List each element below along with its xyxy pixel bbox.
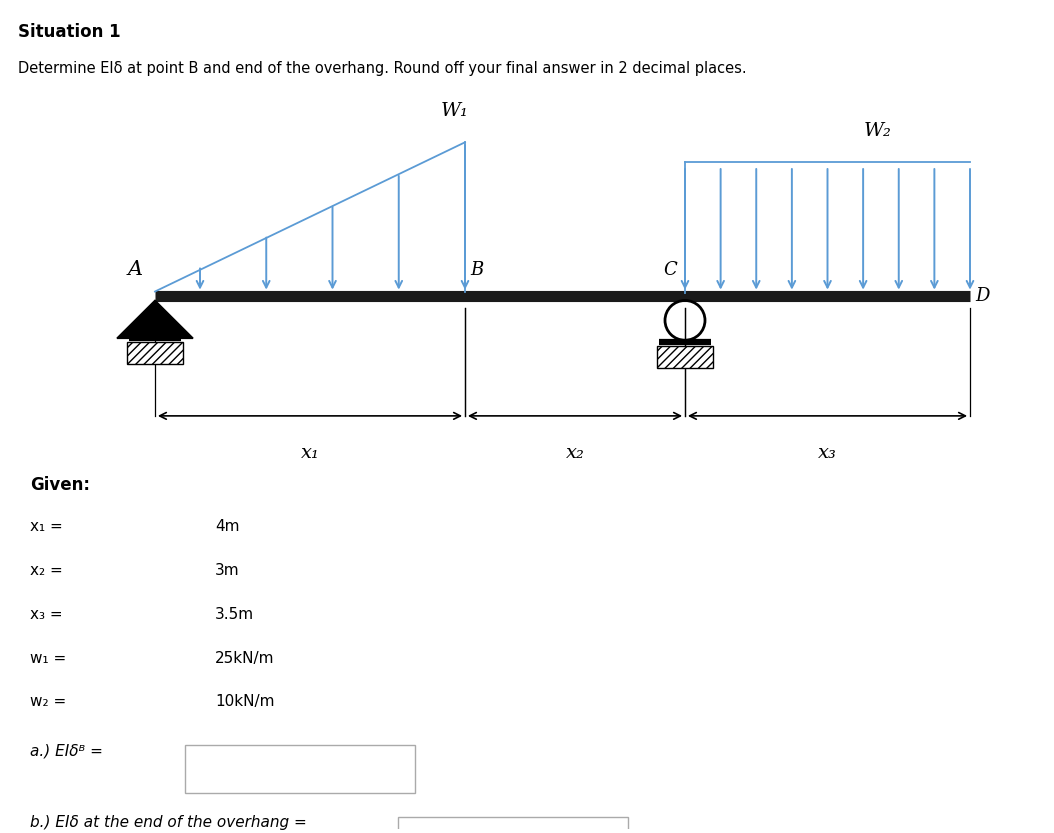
FancyBboxPatch shape xyxy=(186,746,415,793)
Text: x₃ =: x₃ = xyxy=(30,607,62,622)
Text: 4m: 4m xyxy=(215,519,239,534)
Text: Determine EIδ at point B and end of the overhang. Round off your final answer in: Determine EIδ at point B and end of the … xyxy=(18,61,746,76)
Text: D: D xyxy=(975,287,990,306)
Text: Given:: Given: xyxy=(30,476,90,494)
Polygon shape xyxy=(117,301,193,338)
Text: w₂ =: w₂ = xyxy=(30,695,66,710)
Text: 10kN/m: 10kN/m xyxy=(215,695,274,710)
Text: 3.5m: 3.5m xyxy=(215,607,254,622)
Text: x₂ =: x₂ = xyxy=(30,563,63,578)
FancyBboxPatch shape xyxy=(657,347,713,368)
Text: x₁: x₁ xyxy=(300,444,319,461)
Text: x₃: x₃ xyxy=(818,444,837,461)
Text: x₂: x₂ xyxy=(566,444,584,461)
Text: W₂: W₂ xyxy=(863,122,892,140)
Text: 25kN/m: 25kN/m xyxy=(215,651,274,666)
FancyBboxPatch shape xyxy=(126,342,183,364)
Text: W₁: W₁ xyxy=(441,102,469,121)
Text: w₁ =: w₁ = xyxy=(30,651,66,666)
Text: A: A xyxy=(128,260,143,278)
Text: x₁ =: x₁ = xyxy=(30,519,63,534)
Text: a.) EIδᴮ =: a.) EIδᴮ = xyxy=(30,743,103,758)
Text: B: B xyxy=(470,261,483,278)
FancyBboxPatch shape xyxy=(398,817,628,833)
Text: Situation 1: Situation 1 xyxy=(18,22,120,41)
Text: C: C xyxy=(663,261,677,278)
Text: 3m: 3m xyxy=(215,563,239,578)
Text: b.) EIδ at the end of the overhang =: b.) EIδ at the end of the overhang = xyxy=(30,815,307,830)
